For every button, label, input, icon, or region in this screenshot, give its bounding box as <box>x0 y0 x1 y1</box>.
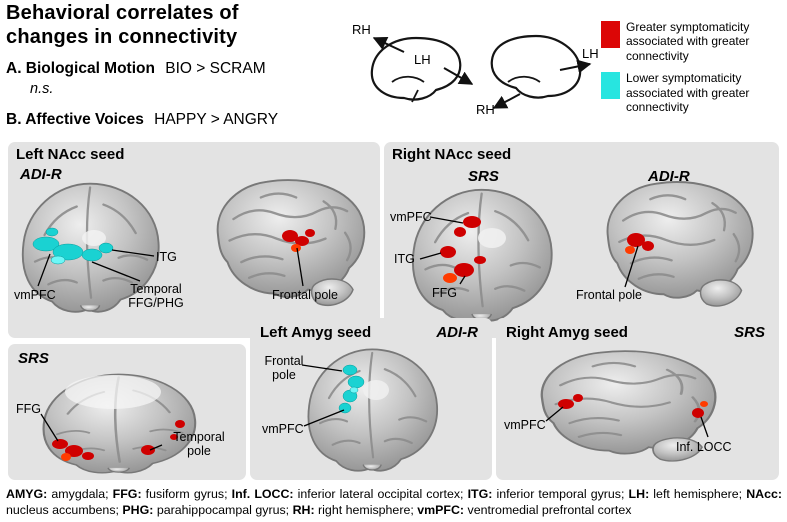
brain-render-anterior <box>307 348 439 472</box>
lh-arrow-right <box>559 59 592 74</box>
cyan-clusters <box>32 227 114 265</box>
section-a-contrast: BIO > SCRAM <box>165 60 266 77</box>
abbrev-rh: RH: right hemisphere; <box>292 503 414 518</box>
region-label-temporal-ffg-phg: Temporal FFG/PHG <box>128 282 184 310</box>
red-swatch <box>601 21 620 48</box>
cyan-swatch <box>601 72 620 100</box>
region-label-frontal-pole: Frontal pole <box>576 288 643 302</box>
pointer-lines <box>37 247 304 287</box>
pointer-lines <box>545 406 709 438</box>
bright-patch <box>65 375 161 409</box>
measure-label-srs: SRS <box>734 324 765 341</box>
panel-title: Left Amyg seed <box>260 324 372 341</box>
panel-left-amyg: Left Amyg seed ADI-R Frontal pole vmPFC <box>250 318 492 480</box>
orientation-label-lh-left: LH <box>414 52 431 67</box>
bright-patch <box>363 380 389 400</box>
region-label-itg: ITG <box>394 252 415 266</box>
section-a-label: A. Biological Motion <box>6 60 155 77</box>
region-label-frontal-pole: Frontal pole <box>264 354 304 382</box>
section-b-label: B. Affective Voices <box>6 111 144 128</box>
section-b-heading: B. Affective Voices HAPPY > ANGRY <box>6 111 278 129</box>
red-clusters <box>282 229 315 252</box>
legend-item-lower: Lower symptomaticity associated with gre… <box>601 71 787 114</box>
abbrev-phg: PHG: parahippocampal gyrus; <box>122 503 290 518</box>
panel-title: Right NAcc seed <box>392 146 512 163</box>
abbrev-inf-locc: Inf. LOCC: inferior lateral occipital co… <box>231 487 464 501</box>
measure-label-srs: SRS <box>468 168 499 185</box>
region-label-itg: ITG <box>156 250 177 264</box>
bright-patch <box>478 228 506 248</box>
pointer-lines <box>419 216 639 288</box>
measure-label-adir: ADI-R <box>20 166 62 183</box>
region-label-vmpfc: vmPFC <box>14 288 56 302</box>
region-label-vmpfc: vmPFC <box>262 422 304 436</box>
brain-outline-sketches <box>370 34 592 109</box>
panel-right-nacc: Right NAcc seed SRS ADI-R vmPFC ITG FFG … <box>384 142 779 338</box>
abbrev-amyg: AMYG: amygdala; <box>6 487 109 501</box>
abbrev-vmpfc: vmPFC: ventromedial prefrontal cortex <box>417 503 632 518</box>
region-label-temporal-pole: Temporal pole <box>173 430 225 458</box>
abbrev-ffg: FFG: fusiform gyrus; <box>112 487 228 501</box>
region-label-ffg: FFG <box>16 402 41 416</box>
abbreviation-key: AMYG: amygdala; FFG: fusiform gyrus; Inf… <box>6 486 782 518</box>
left-amyg-brain-render <box>301 348 439 472</box>
measure-label-adir: ADI-R <box>648 168 690 185</box>
panel-right-amyg: Right Amyg seed SRS vmPFC Inf. LOCC <box>496 318 779 480</box>
panel-title: Right Amyg seed <box>506 324 628 341</box>
srs-brain-render <box>40 373 197 475</box>
section-a-note: n.s. <box>30 81 54 97</box>
left-nacc-brain-renders <box>21 178 366 313</box>
region-label-ffg: FFG <box>432 286 457 300</box>
rh-arrow-left <box>372 36 405 53</box>
brain-sketch-right <box>490 34 592 109</box>
measure-label-adir: ADI-R <box>436 324 478 341</box>
pointer-lines <box>301 364 345 427</box>
figure-title-line2: changes in connectivity <box>6 25 238 48</box>
panel-title: Left NAcc seed <box>16 146 125 163</box>
orientation-label-rh-left: RH <box>352 22 371 37</box>
rh-arrow-right <box>492 93 521 109</box>
orientation-label-rh-right: RH <box>476 102 495 117</box>
region-label-vmpfc: vmPFC <box>390 210 432 224</box>
section-a-heading: A. Biological Motion BIO > SCRAM <box>6 60 266 78</box>
region-label-vmpfc: vmPFC <box>504 418 546 432</box>
orientation-label-lh-right: LH <box>582 46 599 61</box>
section-b-contrast: HAPPY > ANGRY <box>154 111 279 128</box>
color-legend: Greater symptomaticity associated with g… <box>601 20 787 122</box>
right-amyg-brain-render <box>540 349 717 463</box>
pointer-lines <box>40 413 163 451</box>
lh-arrow-left <box>443 67 474 85</box>
brain-sketch-left <box>370 36 474 103</box>
region-label-frontal-pole: Frontal pole <box>272 288 339 302</box>
region-label-inf-locc: Inf. LOCC <box>676 440 732 454</box>
panel-left-nacc-srs: SRS FFG Temporal pole <box>8 344 246 480</box>
hemisphere-orientation-diagram: RH LH LH RH <box>348 22 604 120</box>
figure-title: Behavioral correlates of changes in conn… <box>6 2 239 49</box>
red-clusters <box>440 216 486 283</box>
red-clusters <box>558 394 708 418</box>
panel-title-srs: SRS <box>18 350 49 367</box>
abbrev-lh: LH: left hemisphere; <box>628 487 743 501</box>
abbrev-itg: ITG: inferior temporal gyrus; <box>467 487 625 501</box>
right-nacc-brain-renders <box>411 180 754 322</box>
legend-text-lower: Lower symptomaticity associated with gre… <box>626 71 750 114</box>
brain-render-lateral <box>216 178 366 307</box>
legend-text-greater: Greater symptomaticity associated with g… <box>626 20 750 63</box>
panel-left-nacc-adir: Left NAcc seed ADI-R vmPFC ITG Temporal … <box>8 142 380 338</box>
bright-patch <box>82 230 106 246</box>
red-clusters-frontal <box>625 233 654 254</box>
abbrev-nacc: NAcc: nucleus accumbens; <box>6 487 782 518</box>
legend-item-greater: Greater symptomaticity associated with g… <box>601 20 787 63</box>
cyan-clusters <box>338 364 365 414</box>
figure-title-line1: Behavioral correlates of <box>6 2 239 24</box>
red-clusters <box>52 420 185 461</box>
